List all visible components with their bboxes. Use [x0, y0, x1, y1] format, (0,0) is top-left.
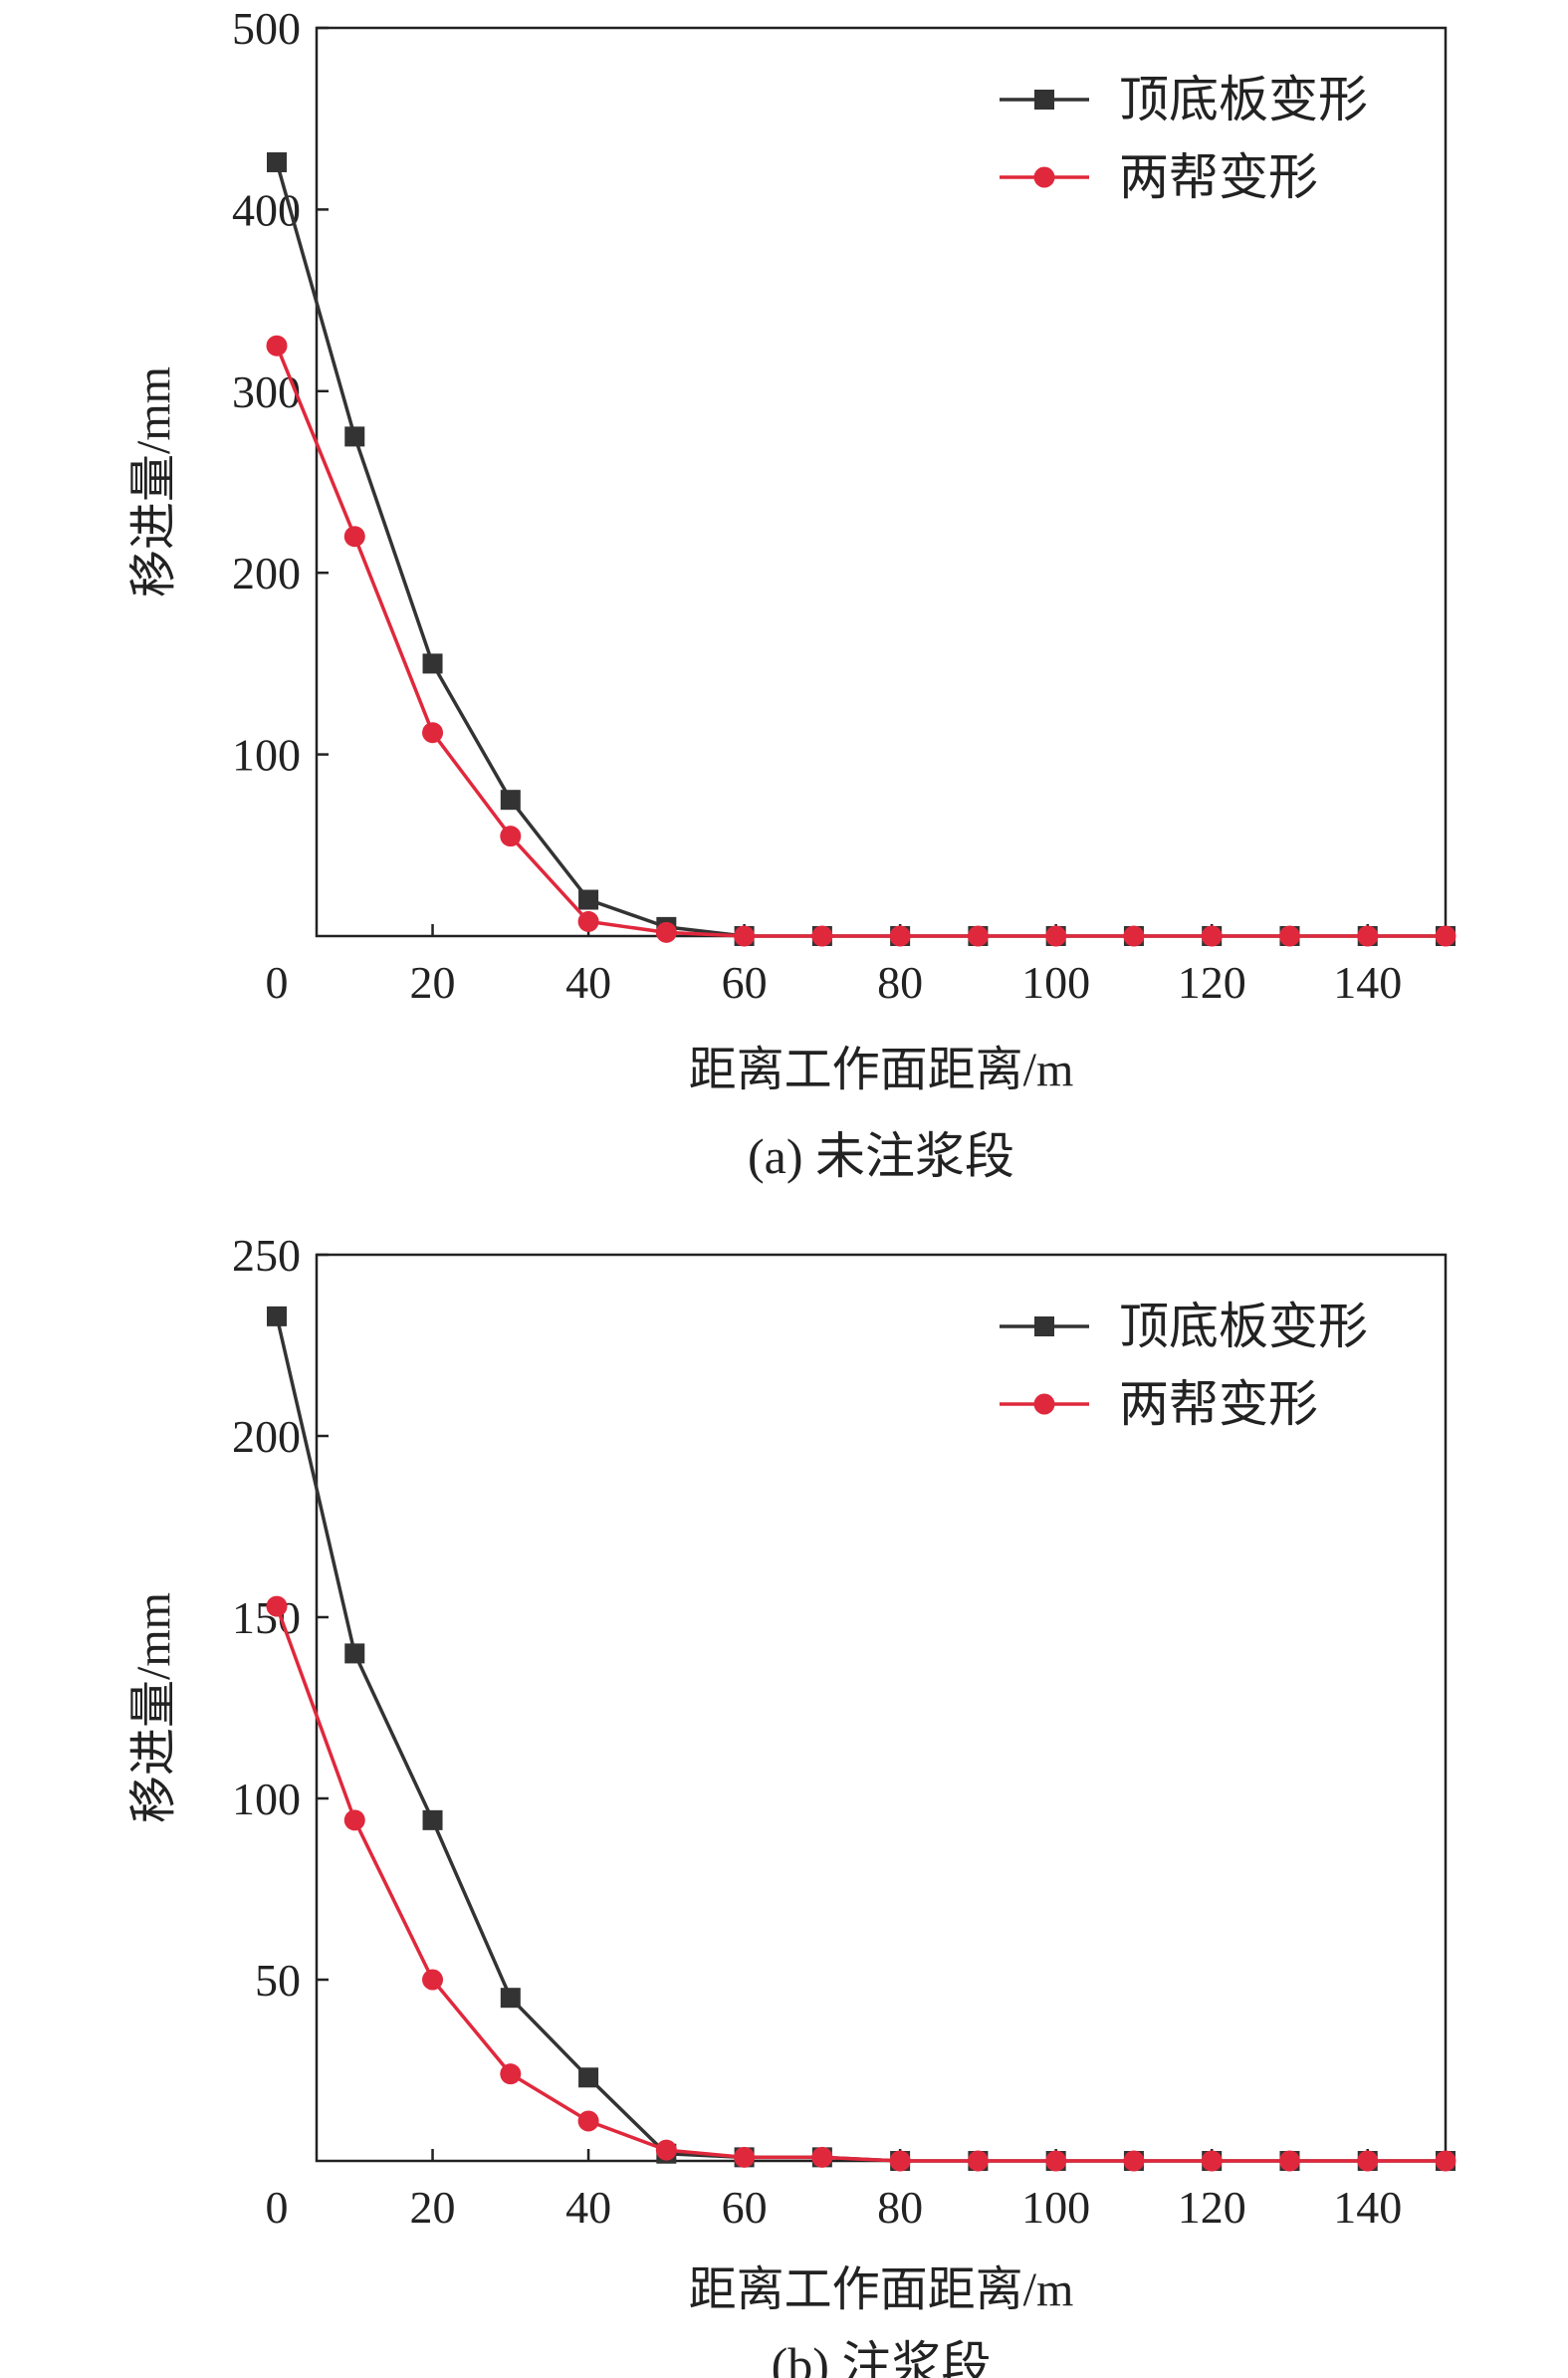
legend-label: 两帮变形	[1119, 149, 1318, 205]
series-group-a	[266, 151, 1456, 947]
x-tick-label: 80	[877, 957, 923, 1008]
series-group-b	[266, 1306, 1456, 2172]
data-point	[500, 790, 521, 811]
series-line-roof-floor	[275, 1315, 1446, 2163]
x-tick-label: 80	[877, 2182, 923, 2233]
legend-marker	[1034, 90, 1054, 110]
data-point	[422, 1969, 444, 1991]
x-tick-label: 60	[722, 957, 768, 1008]
x-tick-label: 120	[1178, 957, 1246, 1008]
y-tick-label: 100	[232, 1774, 301, 1824]
x-tick-label: 60	[722, 2182, 768, 2233]
data-point	[578, 2067, 599, 2088]
data-point	[1045, 925, 1067, 947]
y-tick-label: 50	[255, 1955, 301, 2006]
data-point	[1045, 2150, 1067, 2172]
x-axis-label-b: 距离工作面距离/m	[689, 2263, 1074, 2316]
data-point	[266, 335, 288, 357]
y-tick-label: 300	[232, 366, 301, 417]
legend-marker	[1034, 1316, 1054, 1336]
data-point	[343, 1809, 365, 1831]
data-point	[889, 2150, 911, 2172]
legend-marker	[1033, 166, 1055, 188]
data-point	[267, 151, 287, 172]
data-point	[1201, 2150, 1223, 2172]
caption-b: (b) 注浆段	[772, 2337, 992, 2378]
series-line-sidewall	[275, 345, 1446, 938]
data-point	[734, 925, 756, 947]
x-tick-label: 140	[1333, 2182, 1402, 2233]
x-axis-label-a: 距离工作面距离/m	[689, 1044, 1074, 1096]
caption-a: (a) 未注浆段	[748, 1128, 1014, 1184]
y-ticks-b: 50 100 150 200 250	[232, 1230, 329, 2006]
data-point	[811, 2146, 833, 2168]
x-tick-label: 40	[565, 957, 611, 1008]
x-tick-label: 20	[410, 2182, 456, 2233]
data-point	[578, 889, 599, 910]
data-point	[811, 925, 833, 947]
y-axis-label-b: 移进量/mm	[127, 1592, 180, 1823]
y-tick-label: 100	[232, 730, 301, 781]
y-tick-label: 200	[232, 1411, 301, 1462]
chart-panel-b: 50 100 150 200 250 0 20 40 60 80 100 120 140 顶底板变形两…	[127, 1230, 1456, 2378]
y-tick-label: 500	[232, 3, 301, 54]
x-tick-label: 140	[1333, 957, 1402, 1008]
data-point	[577, 2110, 599, 2132]
data-point	[266, 1595, 288, 1617]
data-point	[1123, 2150, 1145, 2172]
data-point	[967, 925, 989, 947]
y-tick-label: 150	[232, 1592, 301, 1643]
data-point	[343, 526, 365, 548]
data-point	[577, 910, 599, 932]
legend-marker	[1033, 1393, 1055, 1415]
data-point	[1435, 925, 1456, 947]
data-point	[500, 1988, 521, 2009]
data-point	[1435, 2150, 1456, 2172]
x-tick-label: 0	[266, 957, 289, 1008]
data-point	[1357, 925, 1379, 947]
series-line-roof-floor	[275, 161, 1446, 938]
x-tick-label: 0	[266, 2182, 289, 2233]
data-point	[1278, 925, 1300, 947]
x-tick-label: 100	[1021, 957, 1090, 1008]
data-point	[344, 1643, 365, 1664]
legend-label: 两帮变形	[1119, 1376, 1318, 1432]
series-line-sidewall	[275, 1605, 1446, 2163]
data-point	[1123, 925, 1145, 947]
x-tick-label: 40	[565, 2182, 611, 2233]
y-axis-label-a: 移进量/mm	[127, 366, 180, 597]
data-point	[655, 921, 677, 943]
legend-label: 顶底板变形	[1119, 72, 1368, 127]
x-tick-label: 120	[1178, 2182, 1246, 2233]
data-point	[655, 2139, 677, 2161]
data-point	[1278, 2150, 1300, 2172]
x-ticks-a: 0 20 40 60 80 100 120 140	[266, 924, 1402, 1008]
y-tick-label: 250	[232, 1230, 301, 1281]
data-point	[1357, 2150, 1379, 2172]
data-point	[267, 1306, 287, 1326]
data-point	[1201, 925, 1223, 947]
data-point	[967, 2150, 989, 2172]
legend-label: 顶底板变形	[1119, 1299, 1368, 1354]
data-point	[500, 826, 522, 847]
data-point	[734, 2146, 756, 2168]
x-ticks-b: 0 20 40 60 80 100 120 140	[266, 2149, 1402, 2233]
x-tick-label: 20	[410, 957, 456, 1008]
data-point	[889, 925, 911, 947]
data-point	[500, 2063, 522, 2085]
data-point	[422, 653, 443, 674]
y-tick-label: 200	[232, 548, 301, 598]
data-point	[422, 722, 444, 744]
x-tick-label: 100	[1021, 2182, 1090, 2233]
data-point	[422, 1809, 443, 1830]
data-point	[344, 426, 365, 447]
